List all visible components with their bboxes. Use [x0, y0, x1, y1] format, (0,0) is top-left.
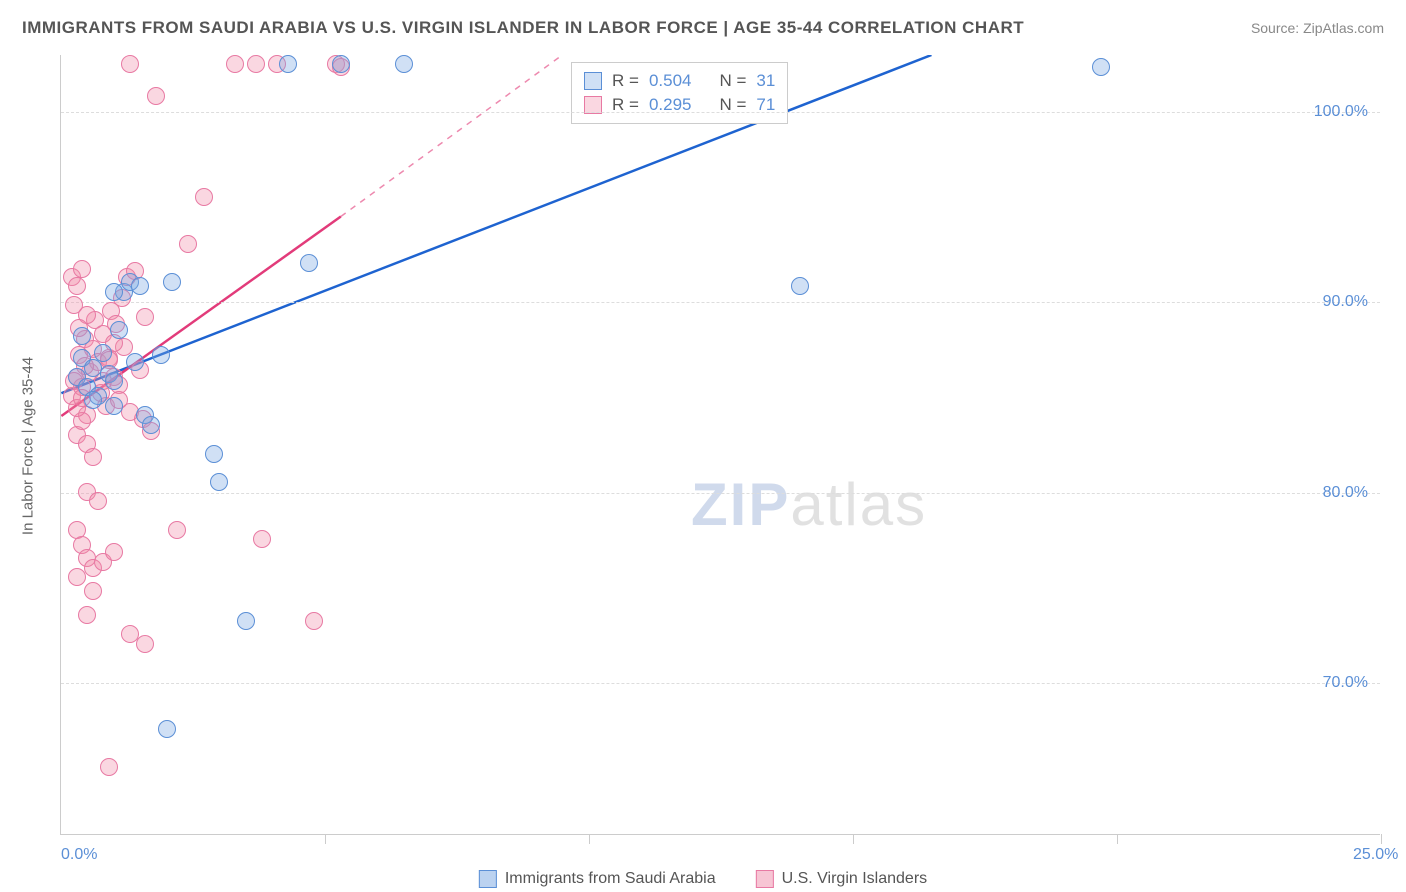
scatter-point — [253, 530, 271, 548]
gridline — [61, 493, 1380, 494]
x-tick — [589, 834, 590, 844]
scatter-point — [152, 346, 170, 364]
legend-item: Immigrants from Saudi Arabia — [479, 870, 716, 888]
x-tick — [853, 834, 854, 844]
correlation-stats-box: R = 0.504 N = 31R = 0.295N = 71 — [571, 62, 788, 124]
y-tick-label: 90.0% — [1323, 293, 1368, 311]
scatter-point — [84, 448, 102, 466]
legend-label: Immigrants from Saudi Arabia — [505, 870, 716, 888]
y-tick-label: 100.0% — [1314, 103, 1368, 121]
watermark-zip: ZIP — [691, 471, 790, 538]
scatter-point — [1092, 58, 1110, 76]
scatter-point — [131, 277, 149, 295]
gridline — [61, 683, 1380, 684]
scatter-point — [89, 492, 107, 510]
scatter-point — [147, 87, 165, 105]
watermark: ZIPatlas — [691, 470, 927, 539]
scatter-point — [136, 308, 154, 326]
scatter-point — [305, 612, 323, 630]
trend-lines — [61, 55, 1380, 834]
watermark-atlas: atlas — [790, 471, 927, 538]
scatter-point — [78, 606, 96, 624]
chart-container: IMMIGRANTS FROM SAUDI ARABIA VS U.S. VIR… — [0, 0, 1406, 892]
scatter-point — [121, 55, 139, 73]
stats-n-value: 31 — [756, 71, 775, 91]
stats-row: R = 0.295N = 71 — [584, 93, 775, 117]
scatter-point — [73, 260, 91, 278]
source-label: Source: ZipAtlas.com — [1251, 20, 1384, 36]
scatter-point — [332, 55, 350, 73]
scatter-point — [110, 321, 128, 339]
x-tick-label: 0.0% — [61, 846, 97, 864]
scatter-point — [279, 55, 297, 73]
stats-row: R = 0.504 N = 31 — [584, 69, 775, 93]
x-tick — [325, 834, 326, 844]
scatter-point — [73, 327, 91, 345]
y-axis-title: In Labor Force | Age 35-44 — [20, 357, 37, 535]
scatter-point — [168, 521, 186, 539]
scatter-point — [105, 397, 123, 415]
scatter-point — [126, 353, 144, 371]
scatter-point — [68, 568, 86, 586]
legend-swatch — [479, 870, 497, 888]
scatter-point — [142, 416, 160, 434]
gridline — [61, 302, 1380, 303]
scatter-point — [395, 55, 413, 73]
y-tick-label: 80.0% — [1323, 484, 1368, 502]
scatter-point — [105, 543, 123, 561]
chart-title: IMMIGRANTS FROM SAUDI ARABIA VS U.S. VIR… — [22, 18, 1024, 38]
x-tick — [1381, 834, 1382, 844]
scatter-point — [84, 391, 102, 409]
scatter-point — [205, 445, 223, 463]
plot-area: ZIPatlas R = 0.504N = 31R = 0.295N = 71 … — [60, 55, 1380, 835]
scatter-point — [94, 344, 112, 362]
gridline — [61, 112, 1380, 113]
scatter-point — [195, 188, 213, 206]
scatter-point — [68, 277, 86, 295]
bottom-legend: Immigrants from Saudi Arabia U.S. Virgin … — [479, 870, 927, 888]
scatter-point — [179, 235, 197, 253]
stats-r-value: 0.504 — [649, 71, 692, 91]
scatter-point — [237, 612, 255, 630]
legend-label: U.S. Virgin Islanders — [782, 870, 928, 888]
legend-swatch — [756, 870, 774, 888]
title-bar: IMMIGRANTS FROM SAUDI ARABIA VS U.S. VIR… — [22, 18, 1384, 38]
stats-swatch — [584, 72, 602, 90]
x-tick — [1117, 834, 1118, 844]
legend-item: U.S. Virgin Islanders — [756, 870, 928, 888]
scatter-point — [84, 582, 102, 600]
x-tick-label: 25.0% — [1353, 846, 1398, 864]
scatter-point — [100, 758, 118, 776]
y-tick-label: 70.0% — [1323, 674, 1368, 692]
scatter-point — [163, 273, 181, 291]
scatter-point — [105, 283, 123, 301]
scatter-point — [136, 635, 154, 653]
scatter-point — [210, 473, 228, 491]
scatter-point — [300, 254, 318, 272]
scatter-point — [105, 372, 123, 390]
scatter-point — [247, 55, 265, 73]
stats-r-label: R = — [612, 71, 639, 91]
scatter-point — [158, 720, 176, 738]
scatter-point — [791, 277, 809, 295]
scatter-point — [226, 55, 244, 73]
stats-n-label: N = — [719, 71, 746, 91]
